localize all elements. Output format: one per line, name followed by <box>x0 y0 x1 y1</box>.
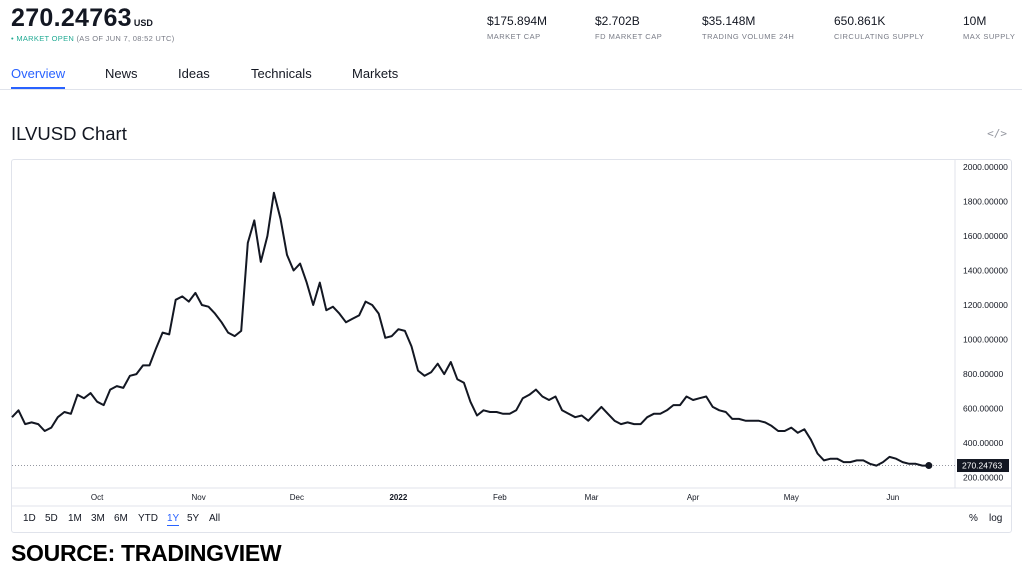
stat-value: 10M <box>963 14 987 28</box>
x-tick-label: Mar <box>585 493 599 502</box>
stat-label: MAX SUPPLY <box>963 32 1016 41</box>
tab-ideas[interactable]: Ideas <box>178 66 210 81</box>
range-ytd[interactable]: YTD <box>138 513 158 524</box>
stat-value: 650.861K <box>834 14 886 28</box>
currency-label: USD <box>133 18 153 28</box>
last-price-badge <box>957 459 1009 473</box>
x-tick-label: 2022 <box>389 493 407 502</box>
stat-market-cap: $175.894M MARKET CAP <box>487 14 547 41</box>
tab-markets[interactable]: Markets <box>352 66 399 81</box>
range-selector: 1D 5D 1M 3M 6M YTD 1Y 5Y All % log <box>11 506 1012 532</box>
stat-label: FD MARKET CAP <box>595 32 663 41</box>
stats-bar: $175.894M MARKET CAP $2.702B FD MARKET C… <box>0 14 1024 44</box>
y-tick-label: 400.00000 <box>963 438 1003 448</box>
series-line-ilvusd <box>11 191 929 467</box>
stat-label: TRADING VOLUME 24H <box>702 32 795 41</box>
tab-bar: Overview News Ideas Technicals Markets <box>0 66 1022 90</box>
percent-scale-toggle[interactable]: % <box>969 513 978 524</box>
y-tick-label: 1200.00000 <box>963 300 1008 310</box>
x-tick-label: Oct <box>91 493 104 502</box>
stat-circulating-supply: 650.861K CIRCULATING SUPPLY <box>834 14 924 41</box>
x-tick-label: Nov <box>192 493 206 502</box>
tab-technicals[interactable]: Technicals <box>251 66 312 81</box>
stat-value: $175.894M <box>487 14 548 28</box>
chart-title: ILVUSD Chart <box>11 123 127 144</box>
x-tick-label: Apr <box>687 493 700 502</box>
as-of-timestamp: (AS OF JUN 7, 08:52 UTC) <box>76 34 175 43</box>
stat-label: CIRCULATING SUPPLY <box>834 32 925 41</box>
stat-label: MARKET CAP <box>487 32 541 41</box>
y-tick-label: 1400.00000 <box>963 265 1008 275</box>
market-status: • MARKET OPEN (AS OF JUN 7, 08:52 UTC) <box>11 34 175 43</box>
last-price-dot <box>925 462 933 470</box>
source-caption: SOURCE: TRADINGVIEW <box>11 540 282 566</box>
range-1d[interactable]: 1D <box>23 513 36 524</box>
stat-trading-volume: $35.148M TRADING VOLUME 24H <box>702 14 794 41</box>
market-open-label: MARKET OPEN <box>16 34 75 43</box>
x-tick-label: May <box>784 493 799 502</box>
range-1m[interactable]: 1M <box>68 513 82 524</box>
price-line: 270.24763 USD <box>11 4 175 33</box>
y-tick-label: 1000.00000 <box>963 335 1008 345</box>
y-tick-label: 800.00000 <box>963 369 1003 379</box>
status-dot-icon: • <box>11 34 14 43</box>
range-6m[interactable]: 6M <box>114 513 128 524</box>
y-tick-label: 1600.00000 <box>963 231 1008 241</box>
price-block: 270.24763 USD • MARKET OPEN (AS OF JUN 7… <box>11 4 175 43</box>
x-tick-label: Feb <box>493 493 507 502</box>
last-price-label: 270.24763 <box>962 461 1002 471</box>
range-1y[interactable]: 1Y <box>167 513 180 526</box>
y-tick-label: 2000.00000 <box>963 162 1008 172</box>
x-axis-ticks: Oct Nov Dec 2022 Feb Mar Apr May Jun <box>91 493 899 502</box>
range-3m[interactable]: 3M <box>91 513 105 524</box>
y-tick-label: 600.00000 <box>963 404 1003 414</box>
range-5y[interactable]: 5Y <box>187 513 200 524</box>
x-tick-label: Dec <box>290 493 304 502</box>
y-tick-label: 200.00000 <box>963 473 1003 483</box>
x-tick-label: Jun <box>886 493 899 502</box>
tab-overview[interactable]: Overview <box>11 66 66 89</box>
tab-news[interactable]: News <box>105 66 138 81</box>
log-scale-toggle[interactable]: log <box>989 513 1003 524</box>
price-value: 270.24763 <box>11 4 132 32</box>
chart-card <box>11 159 1012 533</box>
embed-code-icon[interactable]: </> <box>987 127 1007 140</box>
stat-max-supply: 10M MAX SUPPLY <box>963 14 1015 41</box>
range-5d[interactable]: 5D <box>45 513 58 524</box>
stat-value: $2.702B <box>595 14 640 28</box>
y-axis-ticks: 200.00000 400.00000 600.00000 800.00000 1000… <box>963 162 1008 483</box>
y-tick-label: 1800.00000 <box>963 196 1008 206</box>
range-all[interactable]: All <box>209 513 221 524</box>
stat-value: $35.148M <box>702 14 756 28</box>
stat-fd-market-cap: $2.702B FD MARKET CAP <box>595 14 662 41</box>
